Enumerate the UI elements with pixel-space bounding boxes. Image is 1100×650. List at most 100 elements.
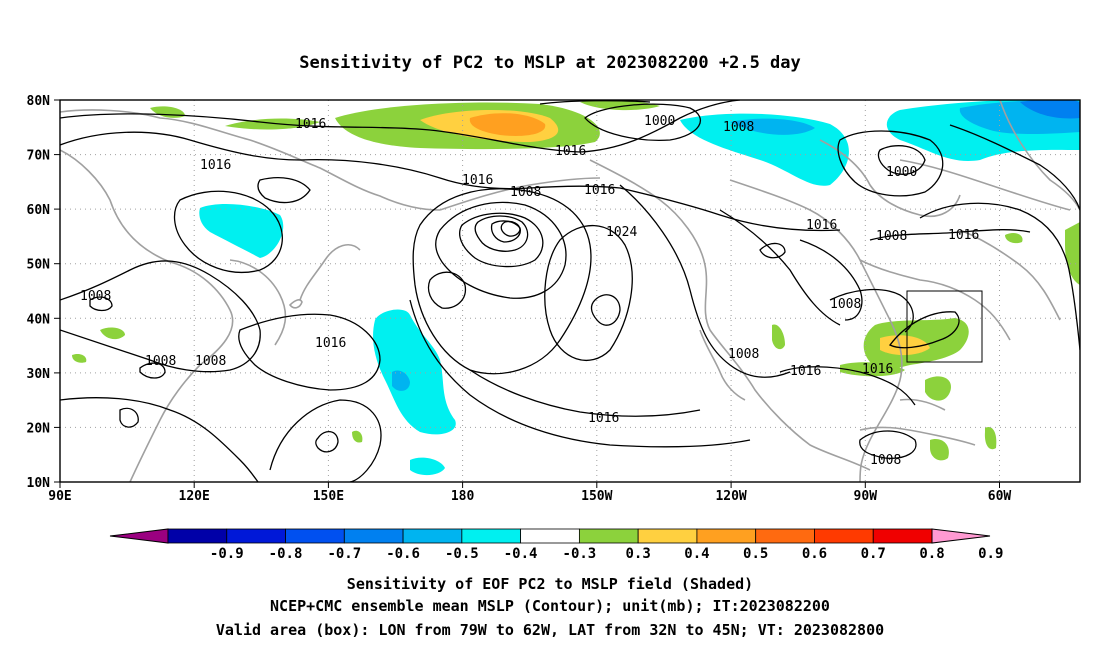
colorbar-label: -0.7 [327,546,361,562]
contour-label: 1016 [584,183,615,198]
lat-tick-label: 40N [27,312,51,327]
colorbar-swatch [520,528,580,544]
lat-tick-label: 50N [27,258,51,273]
contour-label: 1008 [870,453,901,468]
colorbar-swatch [343,528,404,544]
lon-tick-label: 180 [451,489,475,504]
contour-label: 1016 [200,158,231,173]
positive-patch-canada-east [1005,232,1023,244]
contour-label: 1008 [728,347,759,362]
colorbar-swatch [226,528,286,544]
colorbar-label: -0.8 [269,546,303,562]
map-area: 1016 1000 1008 1016 1016 1016 1008 1016 … [60,100,1080,482]
colorbar-label: -0.9 [210,546,244,562]
positive-patch-atlantic-south [984,426,997,450]
contour-label: 1008 [145,354,176,369]
colorbar-label: -0.5 [445,546,479,562]
colorbar-label: 0.4 [684,546,709,562]
colorbar-label: 0.9 [978,546,1003,562]
lon-labels: 90E 120E 150E 180 150W 120W 90W 60W [48,489,1011,504]
axis-ticks [54,99,1000,488]
contour-label: 1008 [723,120,754,135]
contour-label: 1016 [790,364,821,379]
caption-shading: Sensitivity of EOF PC2 to MSLP field (Sh… [347,575,753,593]
colorbar-extend-high [931,528,991,544]
colorbar-label: -0.4 [504,546,538,562]
positive-patch-far-east [1065,222,1080,285]
contour-label: 1000 [886,165,917,180]
colorbar-swatch [755,528,815,544]
colorbar-label: 0.8 [919,546,944,562]
lon-tick-label: 90E [48,489,71,504]
lat-tick-label: 20N [27,421,51,436]
mslp-contours [60,100,1080,482]
contour-label: 1016 [862,362,893,377]
positive-patch-dateline-south [352,430,363,443]
lon-tick-label: 150W [581,489,612,504]
contour-label: 1016 [555,144,586,159]
colorbar-swatch [578,528,639,544]
colorbar-swatch [167,528,228,544]
colorbar-label: 0.5 [743,546,768,562]
contour-label: 1016 [315,336,346,351]
lon-tick-label: 90W [854,489,878,504]
contour-label: 1008 [80,289,111,304]
map-title: Sensitivity of PC2 to MSLP at 2023082200… [299,53,801,73]
colorbar-extend-low [109,528,169,544]
contour-label: 1008 [510,185,541,200]
lat-tick-label: 10N [27,476,51,491]
caption-contour: NCEP+CMC ensemble mean MSLP (Contour); u… [270,597,830,615]
lon-tick-label: 120W [715,489,746,504]
contour-label: 1024 [606,225,637,240]
colorbar-swatch [872,528,933,544]
lat-tick-label: 30N [27,367,51,382]
positive-patch-asia [100,327,125,340]
colorbar-label: -0.6 [386,546,420,562]
valid-area-box [906,290,983,363]
lon-tick-label: 120E [179,489,210,504]
colorbar-swatch [814,528,874,544]
contour-label: 1016 [295,117,326,132]
sensitivity-shading [72,100,1080,476]
negative-patch-central-pacific-core [392,370,410,391]
contour-label: 1008 [195,354,226,369]
colorbar-label: 0.6 [802,546,827,562]
colorbar-swatch [402,528,463,544]
positive-patch-caribbean [930,439,949,461]
colorbar-swatch [461,528,522,544]
colorbar-label: -0.3 [563,546,597,562]
contour-label: 1008 [876,229,907,244]
positive-patch-atlantic [925,376,951,401]
positive-patch-gulf [840,362,905,377]
positive-patch-arctic-max [469,113,546,136]
contour-label: 1000 [644,114,675,129]
lat-tick-label: 60N [27,203,51,218]
contour-label: 1008 [830,297,861,312]
contour-label: 1016 [588,411,619,426]
contour-label: 1016 [462,173,493,188]
positive-patch-east-coast-core [880,335,930,356]
colorbar-label: 0.7 [861,546,886,562]
caption-valid-area: Valid area (box): LON from 79W to 62W, L… [216,621,884,639]
map-frame [59,99,1081,483]
positive-patch-northeast [580,100,660,111]
colorbar-swatch [696,528,757,544]
positive-patch-baja [772,324,785,350]
negative-patch-south [410,457,445,476]
lat-tick-label: 70N [27,149,51,164]
colorbar-label: 0.3 [626,546,651,562]
lon-tick-label: 60W [988,489,1012,504]
colorbar-swatch [637,528,698,544]
negative-patch-greenland-core [730,118,815,135]
contour-label: 1016 [806,218,837,233]
negative-patch-japan [199,204,284,258]
lat-tick-label: 80N [27,94,51,109]
negative-patch-central-pacific [373,309,456,435]
negative-patch-arctic-east-max [1020,100,1080,119]
contour-labels: 1016 1000 1008 1016 1016 1016 1008 1016 … [80,114,979,468]
lon-tick-label: 150E [313,489,344,504]
contour-label: 1016 [948,228,979,243]
lat-labels: 80N 70N 60N 50N 40N 30N 20N 10N [27,94,51,491]
colorbar: -0.9 -0.8 -0.7 -0.6 -0.5 -0.4 -0.3 0.3 0.4 0.5 0.6… [109,528,1003,562]
